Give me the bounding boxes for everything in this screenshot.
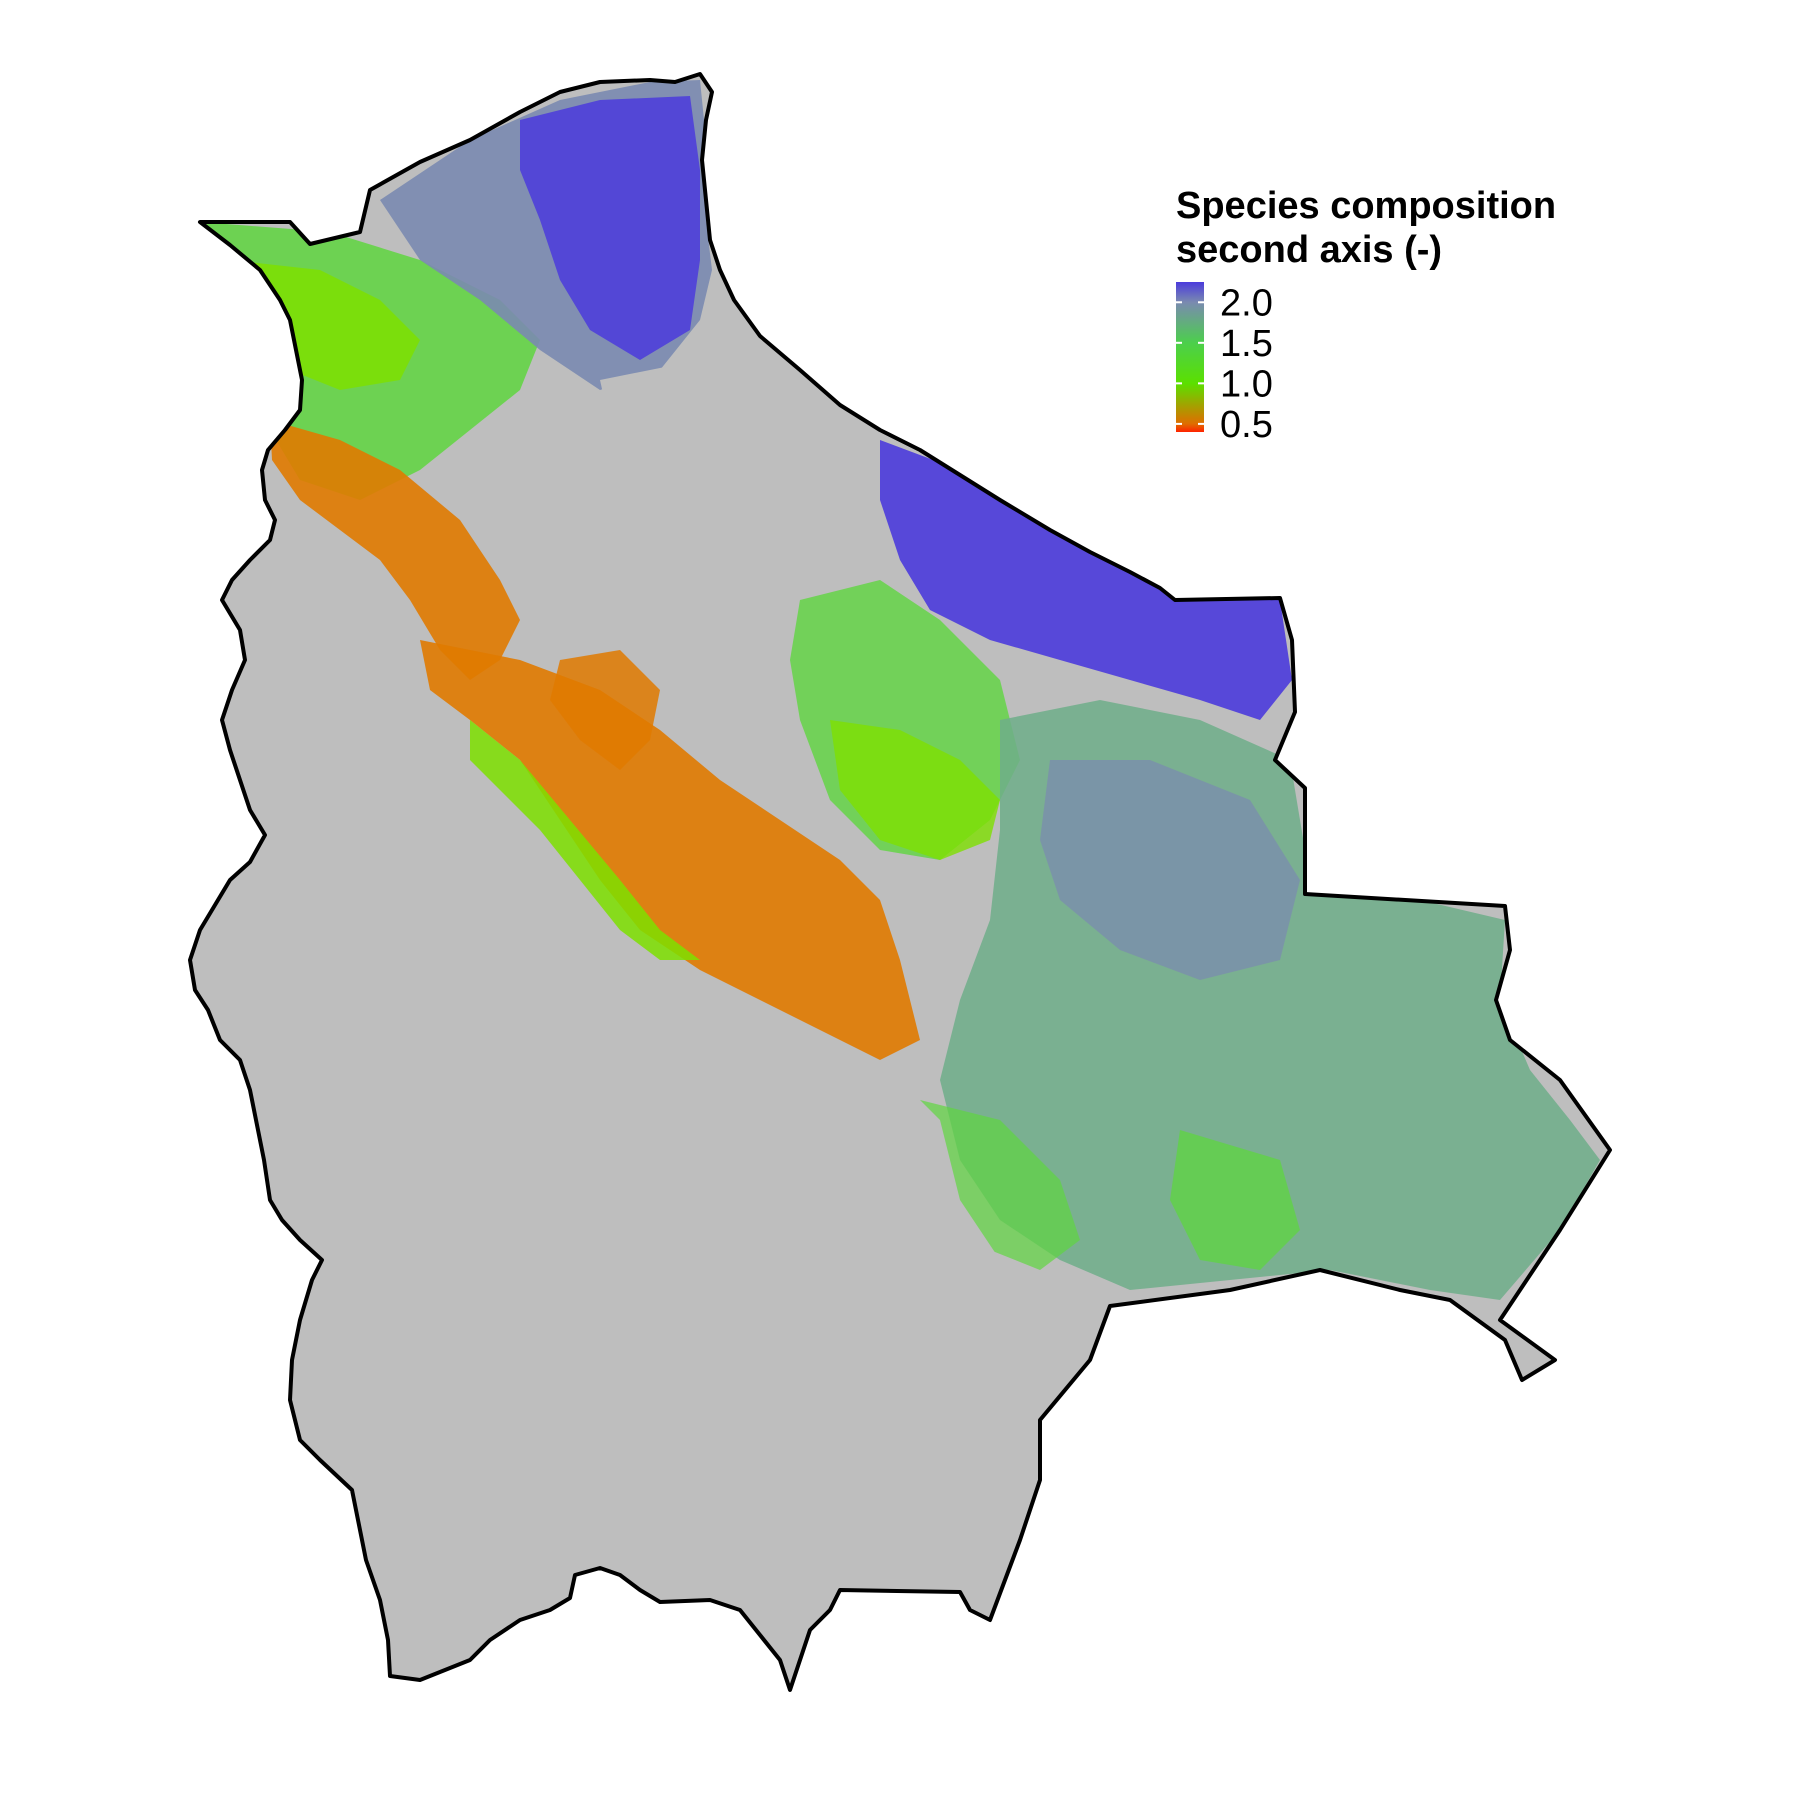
legend-tick-label: 1.5 [1220,323,1273,365]
legend-gradient-bar [1176,282,1204,432]
region-east-slate [1040,760,1300,980]
legend-tick-label: 0.5 [1220,404,1273,446]
region-north-blue [520,96,700,360]
region-west-green-band [470,720,700,960]
region-west-orange-band [420,640,920,1060]
legend-tick-label: 2.0 [1220,282,1273,324]
region-northwest-orange [270,420,520,680]
region-northwest-lime [230,260,420,390]
legend-ticks: 2.01.51.00.5 [1176,282,1273,446]
no-data-southwest-region [195,560,1060,1690]
no-data-central-gap [600,360,820,620]
region-south-green [920,1100,1080,1270]
region-central-lime [830,720,1000,860]
legend: Species composition second axis (-) 2.01… [1176,185,1556,446]
legend-color-bar [1176,282,1204,432]
legend-title-line1: Species composition [1176,185,1556,227]
region-central-orange [550,650,660,770]
legend-tick-label: 1.0 [1220,363,1273,405]
country-border [188,72,1612,1692]
region-layer [200,80,1600,1300]
region-northeast-blue [880,440,1292,720]
region-southeast-green [1170,1130,1300,1270]
legend-title-line2: second axis (-) [1176,229,1442,271]
